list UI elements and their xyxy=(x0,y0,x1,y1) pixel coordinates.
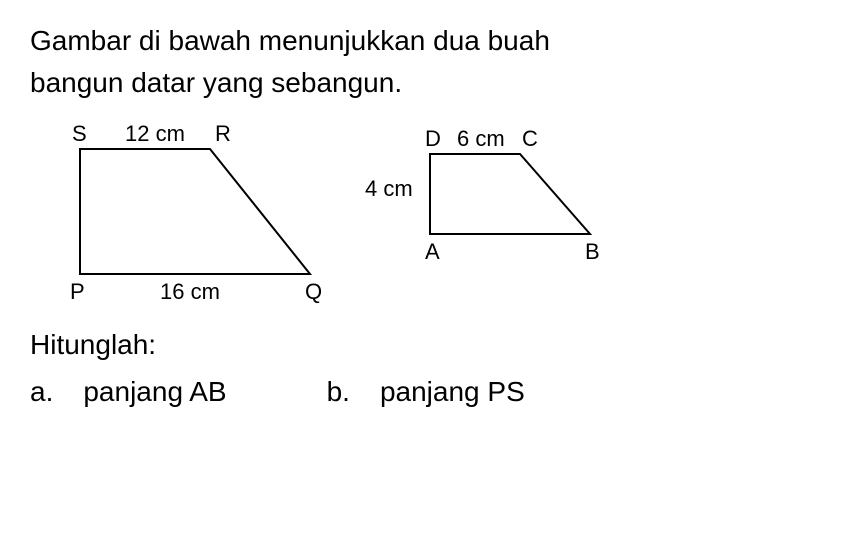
trapezoid-abcd-shape xyxy=(430,154,590,234)
vertex-r: R xyxy=(215,121,231,147)
problem-line-2: bangun datar yang sebangun. xyxy=(30,62,827,104)
trapezoid-pqrs-svg xyxy=(50,129,340,304)
vertex-s: S xyxy=(72,121,87,147)
question-a-text: panjang AB xyxy=(83,376,226,408)
figures-container: S 12 cm R P 16 cm Q D 6 cm C 4 cm A B xyxy=(30,129,827,304)
measure-pq: 16 cm xyxy=(160,279,220,305)
trapezoid-pqrs-shape xyxy=(80,149,310,274)
question-b-letter: b. xyxy=(327,376,350,408)
problem-statement: Gambar di bawah menunjukkan dua buah ban… xyxy=(30,20,827,104)
measure-da: 4 cm xyxy=(365,176,413,202)
vertex-d: D xyxy=(425,126,441,152)
vertex-p: P xyxy=(70,279,85,305)
question-b: b. panjang PS xyxy=(327,376,525,408)
problem-line-1: Gambar di bawah menunjukkan dua buah xyxy=(30,20,827,62)
measure-sr: 12 cm xyxy=(125,121,185,147)
measure-dc: 6 cm xyxy=(457,126,505,152)
trapezoid-pqrs: S 12 cm R P 16 cm Q xyxy=(50,129,340,304)
trapezoid-abcd: D 6 cm C 4 cm A B xyxy=(370,134,610,264)
vertex-a: A xyxy=(425,239,440,265)
question-b-text: panjang PS xyxy=(380,376,525,408)
question-prompt: Hitunglah: xyxy=(30,329,827,361)
questions-container: a. panjang AB b. panjang PS xyxy=(30,376,827,408)
question-a: a. panjang AB xyxy=(30,376,227,408)
vertex-q: Q xyxy=(305,279,322,305)
question-a-letter: a. xyxy=(30,376,53,408)
vertex-b: B xyxy=(585,239,600,265)
vertex-c: C xyxy=(522,126,538,152)
